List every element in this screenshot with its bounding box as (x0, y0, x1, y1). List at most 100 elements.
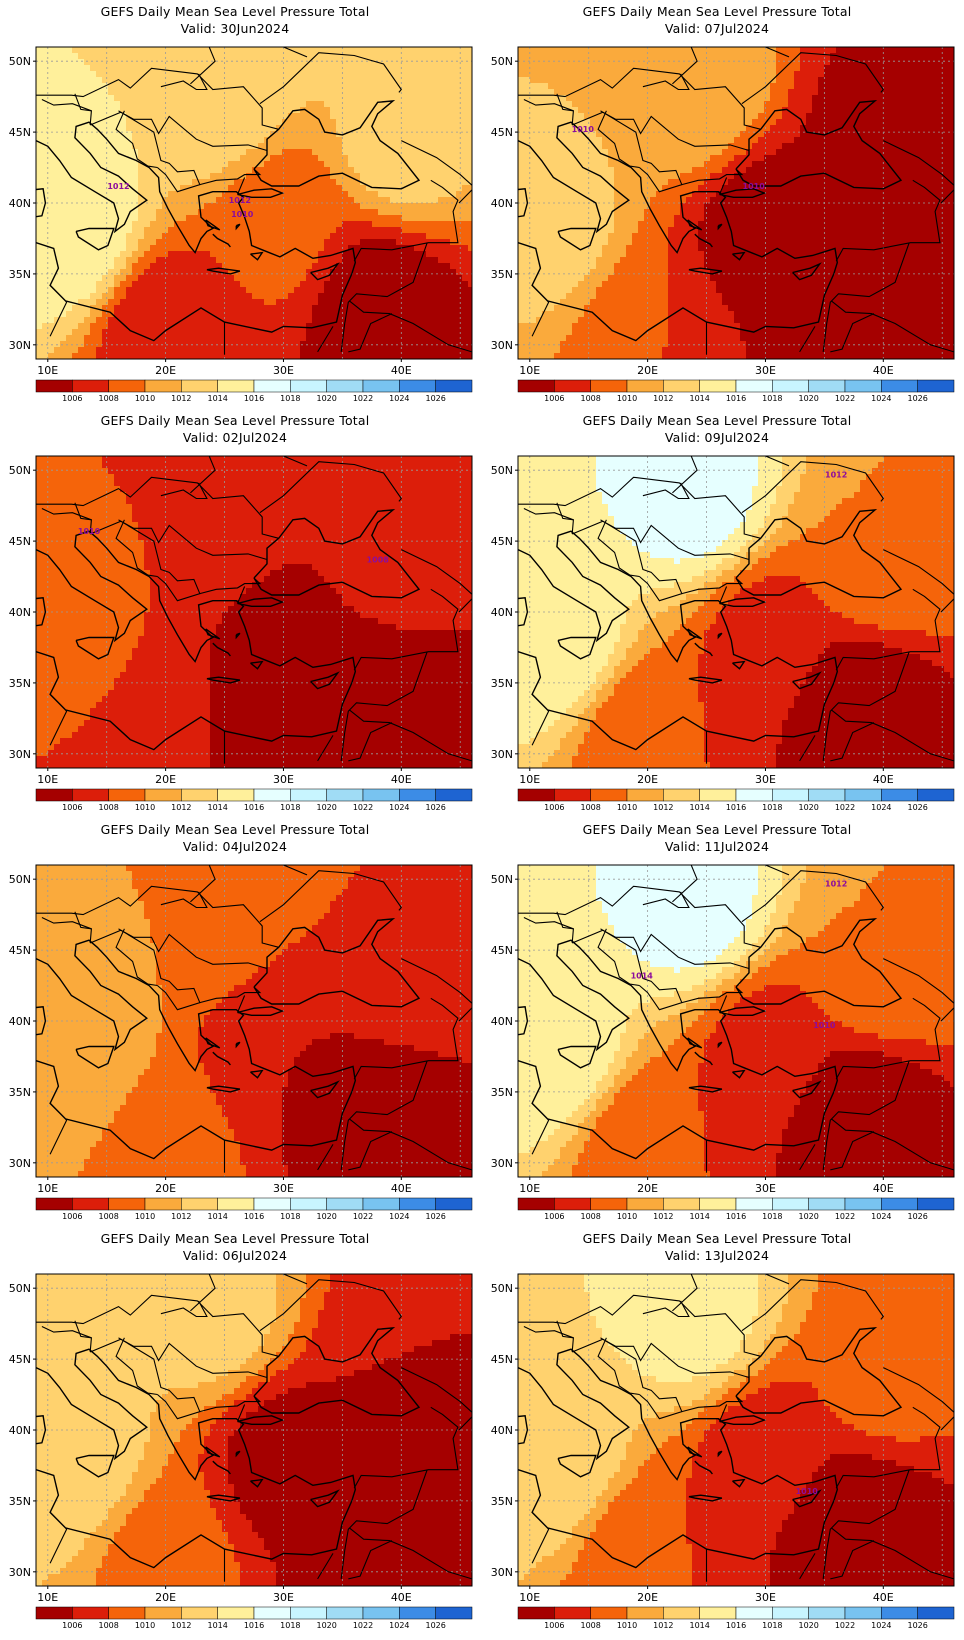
field-cell (348, 125, 355, 132)
field-cell (258, 53, 265, 60)
field-cell (354, 65, 361, 72)
field-cell (432, 275, 439, 282)
field-cell (264, 59, 271, 66)
field-cell (414, 191, 421, 198)
field-cell (740, 125, 747, 132)
field-cell (246, 77, 253, 84)
field-cell (878, 59, 885, 66)
field-cell (560, 53, 567, 60)
field-cell (432, 53, 439, 60)
field-cell (192, 233, 199, 240)
field-cell (698, 131, 705, 138)
field-cell (132, 173, 139, 180)
field-cell (174, 113, 181, 120)
field-cell (794, 107, 801, 114)
field-cell (300, 203, 307, 210)
field-cell (806, 89, 813, 96)
field-cell (138, 287, 145, 294)
field-cell (782, 89, 789, 96)
field-cell (264, 341, 271, 348)
field-cell (776, 71, 783, 78)
field-cell (456, 287, 463, 294)
field-cell (468, 311, 472, 318)
field-cell (282, 95, 289, 102)
field-cell (746, 119, 753, 126)
field-cell (342, 173, 349, 180)
field-cell (150, 269, 157, 276)
field-cell (300, 257, 307, 264)
field-cell (402, 89, 409, 96)
field-cell (102, 107, 109, 114)
field-cell (168, 191, 175, 198)
field-cell (674, 131, 681, 138)
field-cell (90, 191, 97, 198)
field-cell (800, 101, 807, 108)
field-cell (620, 131, 627, 138)
field-cell (432, 179, 439, 186)
field-cell (590, 89, 597, 96)
field-cell (66, 107, 73, 114)
field-cell (102, 191, 109, 198)
field-cell (318, 119, 325, 126)
field-cell (174, 53, 181, 60)
field-cell (782, 131, 789, 138)
field-cell (294, 245, 301, 252)
field-cell (414, 317, 421, 324)
field-cell (402, 269, 409, 276)
field-cell (72, 167, 79, 174)
field-cell (222, 347, 229, 354)
field-cell (174, 185, 181, 192)
field-cell (240, 269, 247, 276)
field-cell (360, 137, 367, 144)
field-cell (276, 227, 283, 234)
field-cell (174, 119, 181, 126)
field-cell (390, 215, 397, 222)
field-cell (354, 71, 361, 78)
field-cell (306, 221, 313, 228)
field-cell (360, 269, 367, 276)
field-cell (788, 47, 795, 54)
field-cell (306, 251, 313, 258)
colorbar-label: 1012 (171, 394, 191, 403)
field-cell (468, 53, 472, 60)
field-cell (240, 203, 247, 210)
field-cell (348, 221, 355, 228)
field-cell (872, 71, 879, 78)
field-cell (108, 239, 115, 246)
field-cell (366, 101, 373, 108)
field-cell (348, 293, 355, 300)
field-cell (216, 71, 223, 78)
field-cell (48, 221, 55, 228)
field-cell (740, 77, 747, 84)
field-cell (596, 53, 603, 60)
field-cell (818, 59, 825, 66)
field-cell (468, 239, 472, 246)
field-cell (276, 167, 283, 174)
field-cell (866, 83, 873, 90)
field-cell (908, 119, 915, 126)
field-cell (456, 95, 463, 102)
field-cell (144, 131, 151, 138)
field-cell (414, 311, 421, 318)
field-cell (192, 227, 199, 234)
field-cell (372, 77, 379, 84)
field-cell (806, 83, 813, 90)
field-cell (408, 353, 415, 359)
field-cell (252, 161, 259, 168)
field-cell (36, 161, 43, 168)
field-cell (426, 305, 433, 312)
field-cell (378, 125, 385, 132)
field-cell (848, 71, 855, 78)
field-cell (192, 89, 199, 96)
field-cell (782, 77, 789, 84)
field-cell (366, 137, 373, 144)
field-cell (716, 53, 723, 60)
field-cell (686, 113, 693, 120)
field-cell (578, 125, 585, 132)
field-cell (752, 119, 759, 126)
field-cell (462, 131, 469, 138)
field-cell (336, 59, 343, 66)
field-cell (102, 161, 109, 168)
field-cell (192, 329, 199, 336)
field-cell (390, 83, 397, 90)
